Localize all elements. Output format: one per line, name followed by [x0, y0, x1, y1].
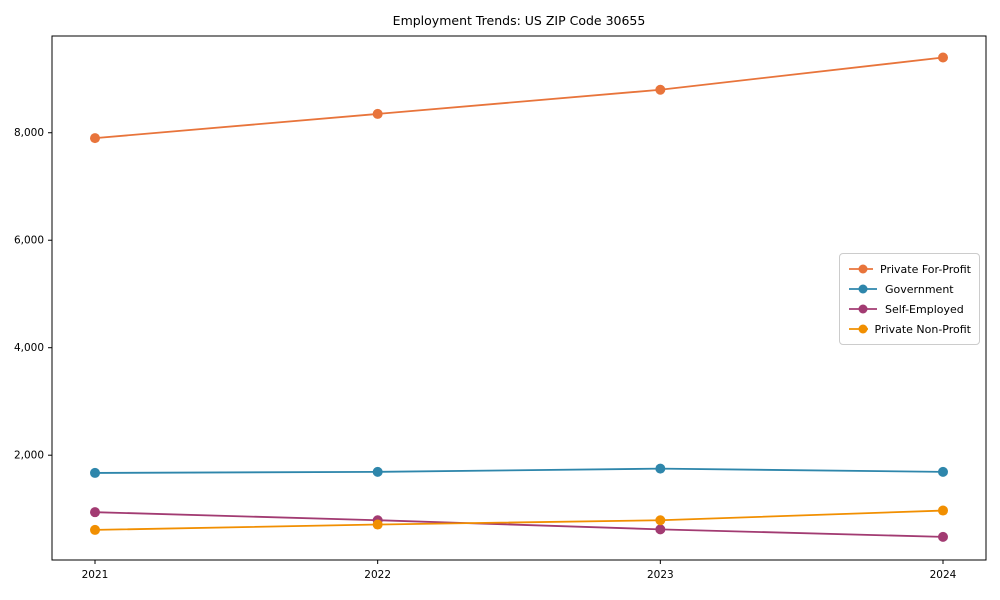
- legend-dot: [858, 304, 868, 314]
- data-point-marker: [655, 524, 666, 535]
- series-private-non-profit: [90, 505, 948, 535]
- data-point-marker: [938, 531, 948, 542]
- legend-marker-icon: [849, 324, 868, 334]
- series-line: [94, 511, 944, 538]
- x-tick-label: 2022: [364, 569, 391, 581]
- legend-dot: [858, 284, 868, 294]
- data-point-marker: [90, 507, 100, 518]
- data-point-marker: [372, 519, 383, 530]
- data-point-marker: [90, 467, 100, 478]
- series-line: [94, 509, 944, 531]
- data-point-marker: [655, 515, 666, 526]
- series-line: [94, 56, 944, 140]
- data-point-marker: [655, 463, 666, 474]
- x-tick-label: 2023: [647, 569, 674, 581]
- series-private-for-profit: [90, 52, 948, 144]
- data-point-marker: [938, 52, 948, 63]
- data-point-marker: [938, 505, 948, 516]
- series-line: [94, 467, 944, 474]
- plot-border: [51, 35, 987, 561]
- legend-item: Self-Employed: [848, 301, 971, 317]
- y-tick-label: 8,000: [14, 127, 44, 139]
- chart-title: Employment Trends: US ZIP Code 30655: [393, 13, 646, 28]
- legend: Private For-Profit Government Self-Employe…: [839, 253, 980, 345]
- data-point-marker: [938, 466, 948, 477]
- data-point-marker: [372, 466, 383, 477]
- legend-item: Private For-Profit: [848, 261, 971, 277]
- legend-label: Private Non-Profit: [874, 322, 971, 336]
- legend-dot: [858, 264, 868, 274]
- data-point-marker: [90, 524, 100, 535]
- x-tick-label: 2024: [930, 569, 957, 581]
- data-point-marker: [655, 84, 666, 95]
- legend-item: Private Non-Profit: [848, 321, 971, 337]
- x-tick-label: 2021: [82, 569, 109, 581]
- data-point-marker: [372, 108, 383, 119]
- legend-label: Self-Employed: [885, 302, 964, 316]
- y-tick-label: 2,000: [14, 450, 44, 462]
- legend-dot: [858, 324, 868, 334]
- legend-marker-icon: [849, 264, 873, 274]
- data-point-marker: [90, 133, 100, 144]
- series-layer: [90, 52, 948, 542]
- legend-marker-icon: [849, 304, 877, 314]
- legend-label: Government: [885, 282, 954, 296]
- axes-layer: 2,000 4,000 6,000 8,000 2021 2022 2023 2024: [14, 35, 987, 581]
- y-tick-label: 4,000: [14, 342, 44, 354]
- series-government: [90, 463, 948, 478]
- legend-item: Government: [848, 281, 971, 297]
- legend-marker-icon: [849, 284, 877, 294]
- y-tick-label: 6,000: [14, 235, 44, 247]
- legend-label: Private For-Profit: [880, 262, 971, 276]
- series-self-employed: [90, 507, 948, 542]
